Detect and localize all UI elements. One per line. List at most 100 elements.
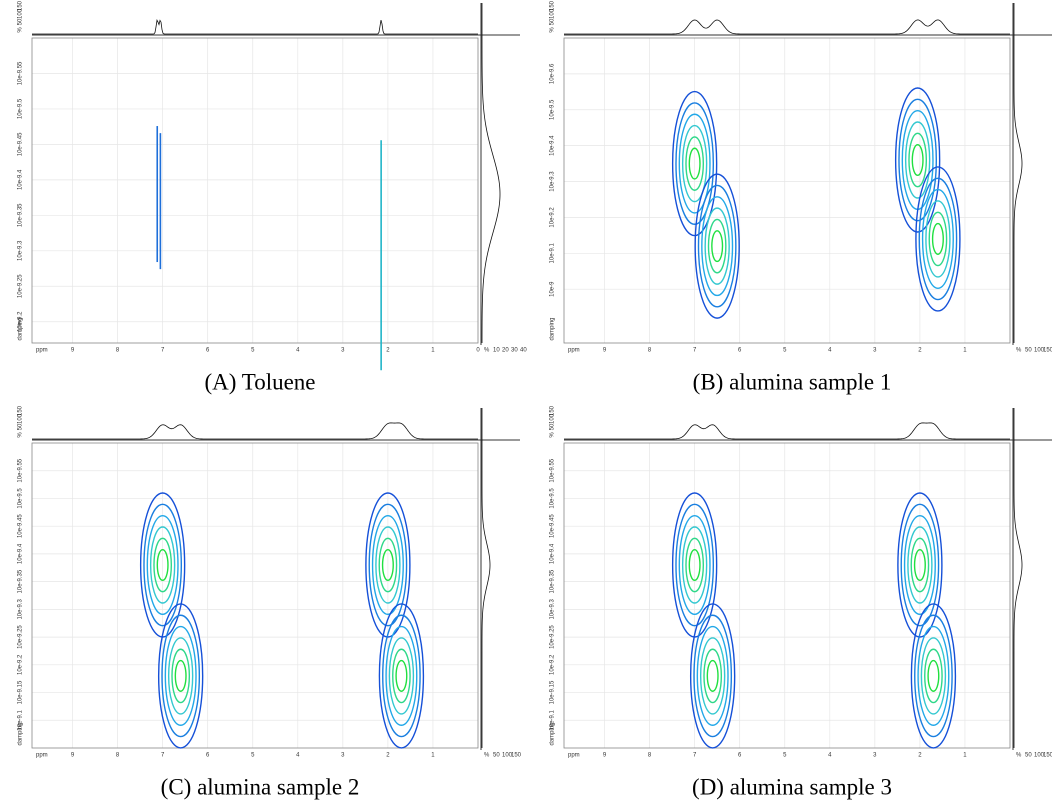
x-tick-label: 5 xyxy=(251,348,255,354)
contour-level xyxy=(174,659,187,692)
right-scale-label: 50 xyxy=(493,753,500,759)
contour-level xyxy=(901,109,934,211)
x-tick-label: 9 xyxy=(71,348,75,354)
contour-level xyxy=(711,230,724,263)
contour-level xyxy=(894,87,941,233)
y-tick-label: 10e-9.25 xyxy=(18,274,24,298)
y-tick-label: 10e-9.5 xyxy=(550,99,556,120)
contour-level xyxy=(392,648,411,704)
contour-level xyxy=(675,503,715,627)
top-scale-label: % xyxy=(550,27,556,33)
contour-level xyxy=(685,537,705,593)
y-tick-label: 10e-9.5 xyxy=(18,98,24,119)
contour-level xyxy=(703,648,723,704)
y-axis-label: damping xyxy=(550,722,556,745)
peak xyxy=(380,140,382,371)
x-tick-label: 6 xyxy=(206,348,210,354)
contour-level xyxy=(678,113,711,214)
contour-level xyxy=(678,514,711,616)
peak xyxy=(156,126,159,263)
y-tick-label: 10e-9.2 xyxy=(18,654,24,675)
contour-level xyxy=(914,614,953,738)
caption: (A) Toluene xyxy=(204,369,315,394)
y-tick-label: 10e-9.3 xyxy=(550,171,556,192)
top-scale-label: 100 xyxy=(550,8,556,19)
x-tick-label: 1 xyxy=(963,348,967,354)
contour-level xyxy=(927,659,940,692)
contour-level xyxy=(164,625,197,726)
contour-level xyxy=(689,603,736,749)
y-tick-label: 10e-9.45 xyxy=(18,132,24,156)
right-scale-label: 40 xyxy=(520,348,527,354)
top-scale-label: 150 xyxy=(550,0,556,11)
contour-level xyxy=(153,537,173,593)
x-axis-label: ppm xyxy=(36,753,48,759)
right-scale-label: 100 xyxy=(1034,348,1045,354)
contour-level xyxy=(898,98,938,222)
right-scale-label: 20 xyxy=(502,348,509,354)
caption: (B) alumina sample 1 xyxy=(693,369,892,394)
panel: 9 8 7 6 5 4 3 2 1 10e-9.6 10e-9.5 10e-9.4 10e-9.3 10e… xyxy=(550,0,1052,394)
plot-frame xyxy=(563,442,1011,749)
y-tick-label: 10e-9.45 xyxy=(18,514,24,538)
x-tick-label: 8 xyxy=(648,753,652,759)
projection xyxy=(481,408,491,748)
peak xyxy=(378,603,425,749)
peak xyxy=(694,173,740,319)
x-tick-label: 1 xyxy=(431,753,435,759)
x-tick-label: 6 xyxy=(738,753,742,759)
contour-level xyxy=(149,526,176,604)
contour-level xyxy=(910,537,930,593)
y-tick-label: 10e-9.25 xyxy=(18,625,24,649)
contour-level xyxy=(903,514,936,616)
projection xyxy=(1013,3,1023,343)
contour-level xyxy=(675,102,715,225)
contour-level xyxy=(908,132,928,188)
plot-frame xyxy=(563,37,1011,344)
top-scale-label: 100 xyxy=(550,413,556,424)
contour-level xyxy=(382,614,421,738)
right-scale-label: 50 xyxy=(1025,753,1032,759)
right-scale-label: 150 xyxy=(1043,753,1052,759)
contour-level xyxy=(707,218,727,274)
peak xyxy=(139,492,186,638)
peak xyxy=(671,90,718,237)
contour-level xyxy=(704,207,730,285)
right-scale-label: 100 xyxy=(502,753,513,759)
y-axis-label: damping xyxy=(550,317,556,340)
y-tick-label: 10e-9.2 xyxy=(18,311,24,332)
y-axis-label: damping xyxy=(18,317,24,340)
peak xyxy=(671,492,718,638)
peak xyxy=(689,603,736,749)
panel: 9 8 7 6 5 4 3 2 1 10e-9.55 10e-9.5 10e-9.45 10e-9.4 1… xyxy=(550,405,1052,799)
contour-level xyxy=(931,222,944,255)
projection xyxy=(32,19,478,35)
x-tick-label: 2 xyxy=(386,348,390,354)
x-tick-label: 9 xyxy=(603,348,607,354)
right-scale-label: 100 xyxy=(1034,753,1045,759)
contour-level xyxy=(900,503,940,627)
x-tick-label: 2 xyxy=(918,753,922,759)
contour-level xyxy=(925,200,951,278)
contour-level xyxy=(365,492,411,638)
contour-level xyxy=(681,124,708,203)
projection xyxy=(1013,408,1023,748)
contour-level xyxy=(913,548,926,582)
y-tick-label: 10e-9.5 xyxy=(18,488,24,509)
y-tick-label: 10e-9 xyxy=(550,281,556,297)
x-tick-label: 3 xyxy=(341,348,345,354)
plot-frame xyxy=(31,37,479,344)
x-tick-label: 1 xyxy=(431,348,435,354)
caption: (D) alumina sample 3 xyxy=(692,774,892,799)
caption: (C) alumina sample 2 xyxy=(161,774,360,799)
contour-level xyxy=(167,637,194,715)
top-scale-label: 50 xyxy=(550,423,556,430)
peak xyxy=(910,603,957,749)
contour-level xyxy=(143,503,183,627)
contour-level xyxy=(378,537,398,593)
x-tick-label: 9 xyxy=(603,753,607,759)
y-tick-label: 10e-9.3 xyxy=(18,599,24,620)
x-tick-label: 5 xyxy=(783,753,787,759)
peak xyxy=(159,133,162,270)
